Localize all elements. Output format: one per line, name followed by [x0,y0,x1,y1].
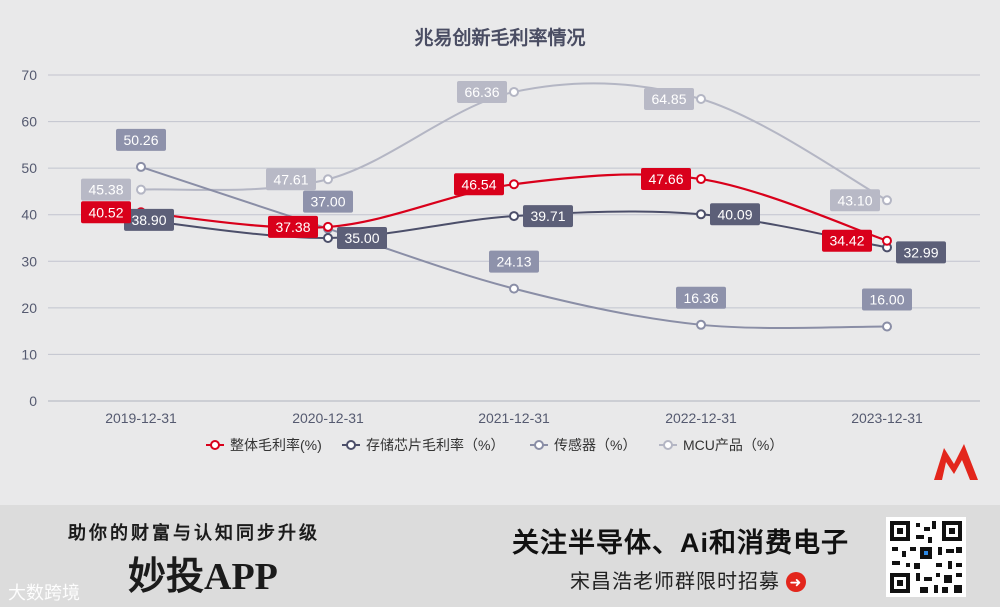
y-tick-label: 0 [29,393,37,409]
data-label-box [862,288,912,311]
x-tick-label: 2023-12-31 [851,410,923,426]
data-label-box [337,227,387,249]
data-label-box [489,250,539,273]
x-axis-ticks: 2019-12-31 2020-12-31 2021-12-31 2022-12-31… [105,410,923,426]
data-point [323,174,333,185]
brand-logo-icon [934,444,978,480]
legend-marker [663,440,673,450]
x-tick-label: 2020-12-31 [292,410,364,426]
y-tick-label: 70 [21,67,37,83]
data-label-box [266,168,316,191]
data-label-box [268,215,318,238]
data-label: 37.00 [310,194,345,210]
data-label-box [710,203,760,226]
data-point [136,161,146,172]
banner-app-name[interactable]: 妙投APP [128,556,278,598]
data-label: 38.90 [131,212,166,228]
legend-marker [210,440,220,450]
data-point [696,174,706,185]
legend-label: 整体毛利率(%) [230,437,322,453]
series-points [136,86,892,332]
banner-tagline: 助你的财富与认知同步升级 [68,523,320,543]
y-axis-ticks: 0 10 20 30 40 50 60 70 [21,67,37,409]
data-label-box [830,189,880,212]
data-label-box [116,128,166,151]
x-tick-label: 2022-12-31 [665,410,737,426]
data-point [509,179,519,190]
data-label: 64.85 [651,91,686,107]
legend-marker [534,440,544,450]
data-point [882,321,892,332]
data-label: 46.54 [461,176,496,192]
data-label: 16.00 [869,291,904,307]
data-label-box [124,208,174,231]
legend-label: 传感器（%） [554,437,636,453]
legend: 整体毛利率(%) 存储芯片毛利率（%） 传感器（%） MCU产品（%） [206,437,783,453]
data-point [136,184,146,195]
x-tick-label: 2021-12-31 [478,410,550,426]
data-point [509,86,519,97]
data-label: 40.09 [717,206,752,222]
data-labels: 45.38 47.61 66.36 64.85 43.10 50.26 37.00 24.13… [81,80,946,311]
promo-banner: 助你的财富与认知同步升级 妙投APP 关注半导体、Ai和消费电子 宋昌浩老师群限… [0,505,1000,607]
data-point [509,211,519,222]
data-point [696,93,706,104]
data-label: 50.26 [123,132,158,148]
data-point [882,195,892,206]
banner-recruit-text: 宋昌浩老师群限时招募 [570,571,780,593]
y-tick-label: 60 [21,114,37,130]
data-label-box [81,178,131,201]
line-chart: 兆易创新毛利率情况 0 10 20 30 40 50 60 70 2019-12-31 2020… [21,26,980,453]
legend-label: 存储芯片毛利率（%） [366,437,504,453]
data-label: 39.71 [530,208,565,224]
data-point [882,235,892,246]
data-label-box [81,201,131,224]
data-label: 43.10 [837,192,872,208]
data-label-box [896,241,946,264]
data-label: 35.00 [344,230,379,246]
data-point [696,319,706,330]
y-tick-label: 30 [21,253,37,269]
data-label-box [457,80,507,103]
data-label: 47.61 [273,171,308,187]
data-point [323,233,333,243]
series-line [140,165,888,330]
watermark: 大数跨境 [8,583,80,603]
x-tick-label: 2019-12-31 [105,410,177,426]
data-label: 37.38 [275,219,310,235]
y-tick-label: 50 [21,160,37,176]
data-label: 24.13 [496,254,531,270]
banner-recruit[interactable]: 宋昌浩老师群限时招募 ➜ [570,565,806,594]
legend-label: MCU产品（%） [683,437,783,453]
data-point [323,221,333,232]
data-label: 34.42 [829,233,864,249]
data-point [509,283,519,294]
data-label: 16.36 [683,290,718,306]
data-label-box [523,205,573,228]
data-label-box [641,168,691,191]
data-label: 45.38 [88,182,123,198]
banner-headline: 关注半导体、Ai和消费电子 [512,528,849,558]
y-tick-label: 10 [21,346,37,362]
arrow-right-icon: ➜ [786,572,806,592]
data-point [696,209,706,220]
data-label-box [644,87,694,110]
data-label-box [676,286,726,309]
legend-marker [346,440,356,450]
data-label-box [303,190,353,213]
data-label: 47.66 [648,171,683,187]
y-tick-label: 20 [21,300,37,316]
data-label-box [454,173,504,196]
data-label: 66.36 [464,84,499,100]
data-label: 32.99 [903,244,938,260]
data-label: 40.52 [88,204,123,220]
y-tick-label: 40 [21,207,37,223]
data-label-box [822,229,872,252]
qr-code-icon[interactable] [886,517,966,597]
chart-title: 兆易创新毛利率情况 [414,26,585,49]
